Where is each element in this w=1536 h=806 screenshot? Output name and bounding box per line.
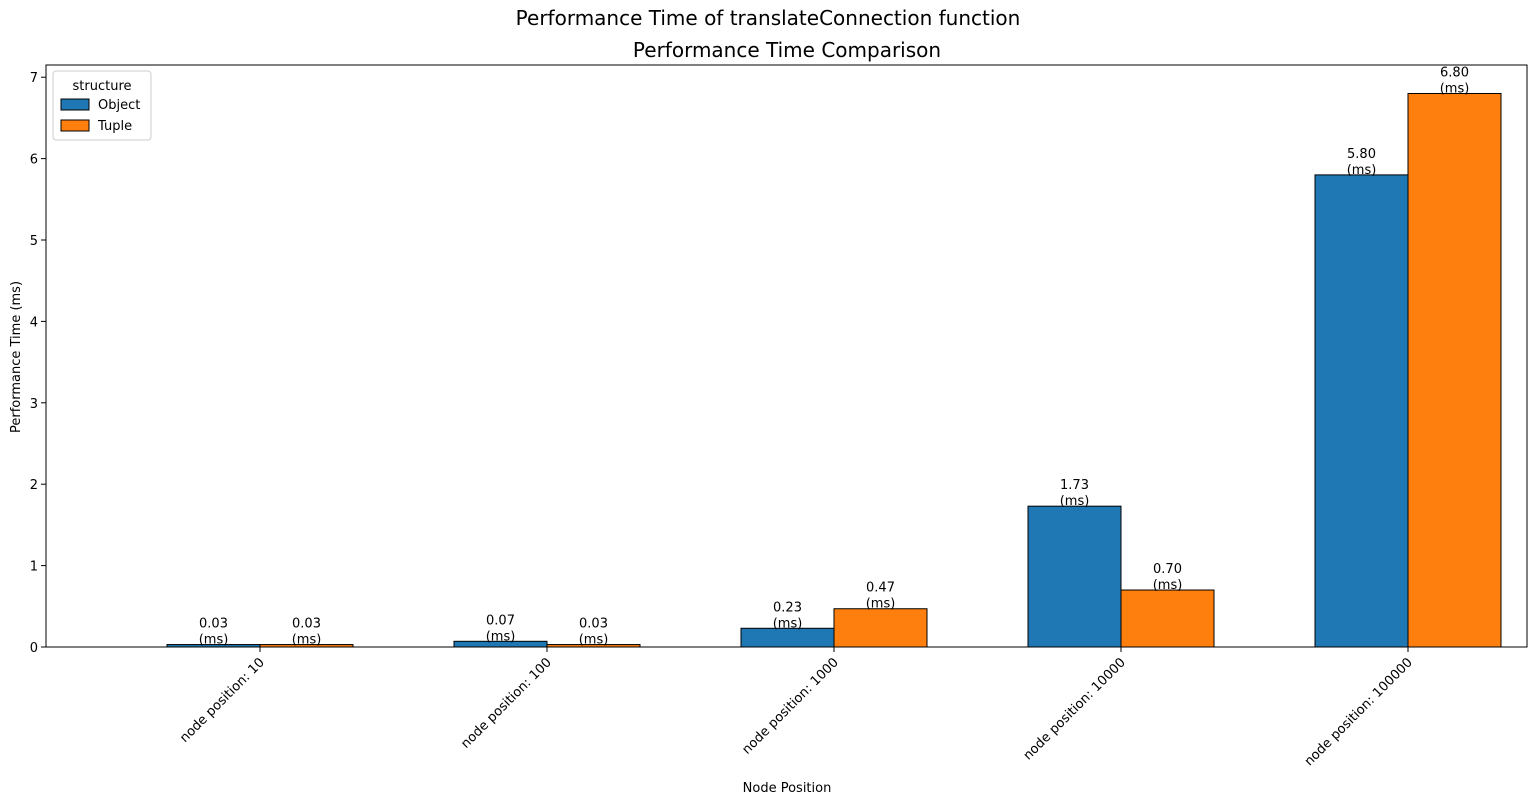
x-tick-label: node position: 100000 bbox=[1302, 655, 1416, 769]
y-tick-label: 5 bbox=[30, 234, 38, 249]
bar-object-4 bbox=[1314, 174, 1409, 648]
chart-title: Performance Time Comparison bbox=[633, 38, 941, 62]
plot-area: 0.03 (ms) 0.07 (ms) 0.23 (ms) 1.73 (ms) 5.80 (ms)… bbox=[30, 64, 1528, 769]
legend-label-tuple: Tuple bbox=[97, 119, 132, 134]
legend-title: structure bbox=[73, 79, 132, 94]
bar-value-label: 6.80 (ms) bbox=[1440, 65, 1470, 96]
y-tick-label: 2 bbox=[30, 478, 38, 493]
x-tick-label: node position: 10000 bbox=[1021, 655, 1129, 763]
figure-suptitle: Performance Time of translateConnection … bbox=[516, 6, 1021, 30]
y-tick-label: 6 bbox=[30, 153, 38, 168]
x-axis-label: Node Position bbox=[743, 781, 832, 796]
bar-value-label: 0.70 (ms) bbox=[1153, 562, 1183, 593]
x-tick-label: node position: 1000 bbox=[740, 655, 842, 757]
x-tick-label: node position: 100 bbox=[458, 655, 554, 751]
bar-tuple-4 bbox=[1407, 92, 1502, 648]
chart-legend: structure Object Tuple bbox=[52, 70, 152, 141]
y-tick-label: 3 bbox=[30, 397, 38, 412]
bar-value-label: 0.03 (ms) bbox=[199, 617, 229, 648]
bar-tuple-3 bbox=[1120, 589, 1215, 648]
bar-value-label: 0.03 (ms) bbox=[579, 617, 609, 648]
x-tick-label: node position: 10 bbox=[177, 655, 268, 746]
legend-label-object: Object bbox=[98, 98, 140, 113]
legend-swatch-tuple bbox=[60, 119, 90, 132]
bar-value-label: 5.80 (ms) bbox=[1347, 147, 1377, 178]
y-tick-label: 7 bbox=[30, 71, 38, 86]
axes-frame bbox=[45, 64, 1528, 648]
bar-value-label: 0.03 (ms) bbox=[292, 617, 322, 648]
bar-value-label: 0.23 (ms) bbox=[773, 600, 803, 631]
y-axis-label: Performance Time (ms) bbox=[9, 281, 24, 433]
legend-swatch-object bbox=[60, 98, 90, 111]
bar-object-3 bbox=[1027, 505, 1122, 648]
bar-value-label: 1.73 (ms) bbox=[1060, 478, 1090, 509]
bar-value-label: 0.07 (ms) bbox=[486, 613, 516, 644]
y-tick-label: 1 bbox=[30, 560, 38, 575]
bar-value-label: 0.47 (ms) bbox=[866, 581, 896, 612]
bar-tuple-2 bbox=[833, 608, 928, 648]
y-tick-label: 0 bbox=[30, 641, 38, 656]
y-tick-label: 4 bbox=[30, 315, 38, 330]
